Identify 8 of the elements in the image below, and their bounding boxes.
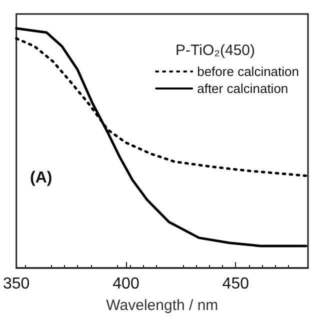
- x-axis-title: Wavelength / nm: [106, 297, 218, 314]
- annotation: (A): [30, 170, 52, 186]
- x-tick-label: 350: [2, 276, 30, 292]
- x-tick-label: 450: [222, 276, 250, 292]
- legend-label: after calcination: [197, 81, 288, 96]
- legend-title: P-TiO₂(450): [176, 42, 256, 59]
- x-tick-label: 400: [112, 276, 140, 292]
- legend-label: before calcination: [197, 64, 300, 79]
